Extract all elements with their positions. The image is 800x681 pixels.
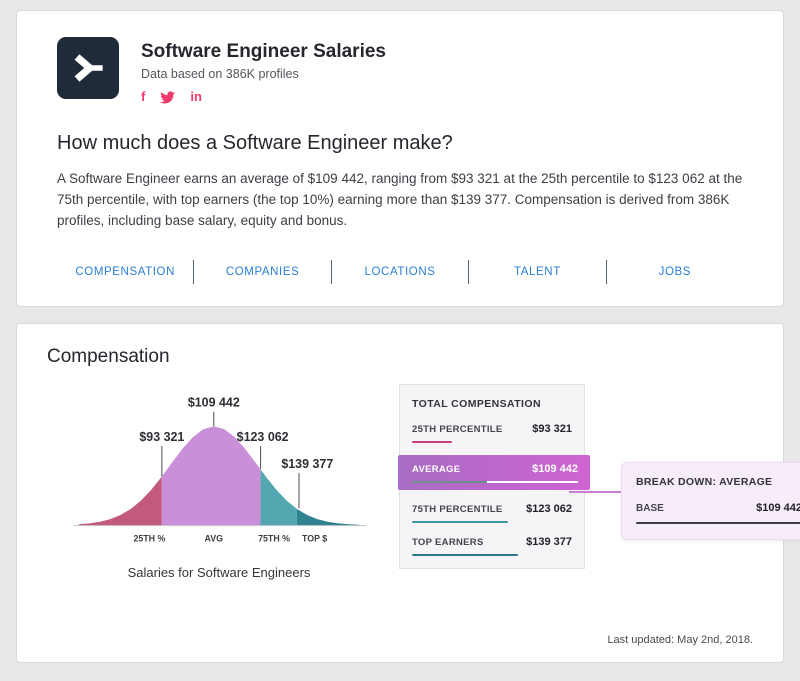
row-bar-pink xyxy=(412,440,452,443)
tab-divider xyxy=(330,259,332,284)
header-text: Software Engineer Salaries Data based on… xyxy=(141,37,386,104)
tab-jobs[interactable]: JOBS xyxy=(658,265,692,278)
row-value: $139 377 xyxy=(526,535,572,548)
page-title: Software Engineer Salaries xyxy=(141,41,386,62)
chart-caption: Salaries for Software Engineers xyxy=(127,564,311,580)
tab-companies[interactable]: COMPANIES xyxy=(225,265,300,278)
question-heading: How much does a Software Engineer make? xyxy=(57,132,453,154)
tab-talent[interactable]: TALENT xyxy=(514,265,561,278)
axis-label-25th: 25TH % xyxy=(133,533,165,543)
tab-compensation[interactable]: COMPENSATION xyxy=(75,265,176,278)
bell-curve-segments xyxy=(78,426,360,525)
row-value: $123 062 xyxy=(526,502,572,515)
annotation-lines xyxy=(161,411,300,509)
row-bar-teal xyxy=(412,520,508,523)
header-top: Software Engineer Salaries Data based on… xyxy=(57,37,743,104)
average-breakdown-connector xyxy=(569,490,621,493)
row-bar-average xyxy=(412,480,578,483)
social-links: f in xyxy=(141,90,386,104)
axis-label-top: TOP $ xyxy=(302,533,327,543)
row-label: TOP EARNERS xyxy=(412,536,484,548)
header-card: Software Engineer Salaries Data based on… xyxy=(16,10,784,307)
compensation-section-title: Compensation xyxy=(47,345,170,367)
row-25th-percentile[interactable]: 25TH PERCENTILE $93 321 xyxy=(412,423,572,443)
linkedin-icon[interactable]: in xyxy=(190,89,202,104)
terminal-logo xyxy=(57,37,119,99)
breakdown-row-label: BASE xyxy=(636,502,664,514)
segment-75th-teal xyxy=(260,469,297,525)
breakdown-row-value: $109 442 xyxy=(756,501,800,514)
segment-25th-pink xyxy=(78,476,162,525)
tab-divider xyxy=(193,259,195,284)
row-label: AVERAGE xyxy=(412,463,461,475)
panel-title: TOTAL COMPENSATION xyxy=(412,397,541,410)
annotation-avg-value: $109 442 xyxy=(188,395,240,409)
row-value: $93 321 xyxy=(532,422,572,435)
salary-summary-paragraph: A Software Engineer earns an average of … xyxy=(57,171,743,228)
row-value: $109 442 xyxy=(532,462,578,475)
tab-divider xyxy=(468,259,470,284)
annotation-25th-value: $93 321 xyxy=(139,430,184,444)
row-bar-dark-teal xyxy=(412,553,518,556)
row-label: 25TH PERCENTILE xyxy=(412,423,503,435)
row-top-earners[interactable]: TOP EARNERS $139 377 xyxy=(412,536,572,556)
axis-label-75th: 75TH % xyxy=(258,533,290,543)
page: Software Engineer Salaries Data based on… xyxy=(0,10,800,663)
breakdown-row-bar xyxy=(636,521,800,524)
annotation-75th-value: $123 062 xyxy=(237,430,289,444)
row-label: 75TH PERCENTILE xyxy=(412,503,503,515)
breakdown-title: BREAK DOWN: AVERAGE xyxy=(636,475,773,488)
segment-top-dark-teal xyxy=(296,508,360,525)
section-tabs: COMPENSATION COMPANIES LOCATIONS TALENT … xyxy=(57,259,743,284)
compensation-body: $93 321 $109 442 $123 062 $139 377 25TH … xyxy=(47,378,800,630)
row-average-highlighted[interactable]: AVERAGE $109 442 xyxy=(398,454,590,490)
breakdown-panel: BREAK DOWN: AVERAGE BASE $109 442 xyxy=(621,461,800,540)
last-updated-text: Last updated: May 2nd, 2018. xyxy=(607,633,753,646)
profiles-subtitle: Data based on 386K profiles xyxy=(141,67,299,81)
tab-locations[interactable]: LOCATIONS xyxy=(364,265,436,278)
total-compensation-panel: TOTAL COMPENSATION 25TH PERCENTILE $93 3… xyxy=(398,383,590,569)
axis-label-avg: AVG xyxy=(205,533,224,543)
terminal-prompt-icon xyxy=(74,54,103,82)
bell-curve-svg: $93 321 $109 442 $123 062 $139 377 25TH … xyxy=(73,395,367,543)
row-75th-percentile[interactable]: 75TH PERCENTILE $123 062 xyxy=(412,503,572,523)
annotation-top-value: $139 377 xyxy=(281,457,333,471)
compensation-card: Compensation xyxy=(16,322,800,663)
tab-divider xyxy=(605,259,607,284)
salary-distribution-chart: $93 321 $109 442 $123 062 $139 377 25TH … xyxy=(49,390,389,580)
facebook-icon[interactable]: f xyxy=(141,89,146,104)
twitter-icon[interactable] xyxy=(160,90,176,104)
breakdown-base-row[interactable]: BASE $109 442 xyxy=(636,502,800,514)
segment-average-purple xyxy=(161,426,261,525)
